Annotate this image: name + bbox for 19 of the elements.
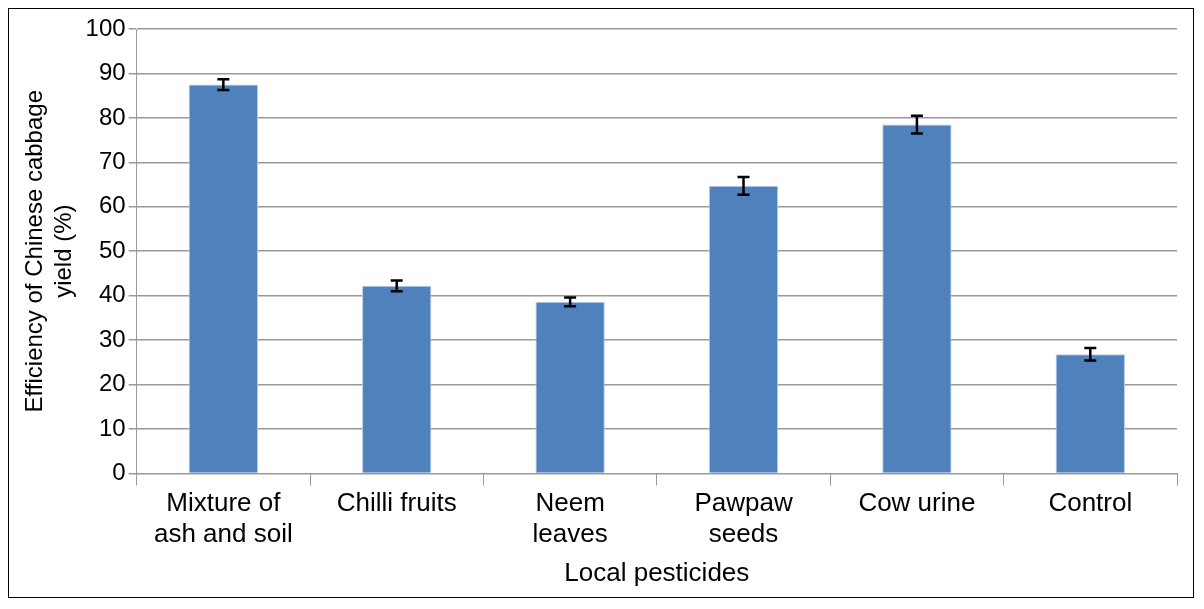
x-tick-label: Cow urine	[858, 487, 976, 518]
y-tick-label: 50	[98, 235, 126, 263]
x-tick-label: Chilli fruits	[336, 487, 457, 518]
y-tick-label: 70	[98, 146, 126, 174]
y-axis-title: Efficiency of Chinese cabbage yield (%)	[20, 89, 76, 413]
y-tick-label: 30	[98, 324, 126, 352]
x-tick-label: Control	[1048, 487, 1133, 518]
y-tick-label: 100	[85, 13, 126, 41]
y-tick-label: 60	[98, 191, 126, 219]
x-tick-label: Pawpaw seeds	[694, 487, 793, 549]
y-tick-label: 90	[98, 58, 126, 86]
x-axis-title: Local pesticides	[564, 556, 750, 587]
y-tick-label: 10	[98, 413, 126, 441]
x-tick-label: Mixture of ash and soil	[153, 487, 293, 549]
x-tick-label: Neem leaves	[532, 487, 608, 549]
y-tick-label: 80	[98, 102, 126, 130]
y-tick-label: 0	[112, 458, 126, 486]
y-tick-label: 40	[98, 280, 126, 308]
y-tick-label: 20	[98, 369, 126, 397]
